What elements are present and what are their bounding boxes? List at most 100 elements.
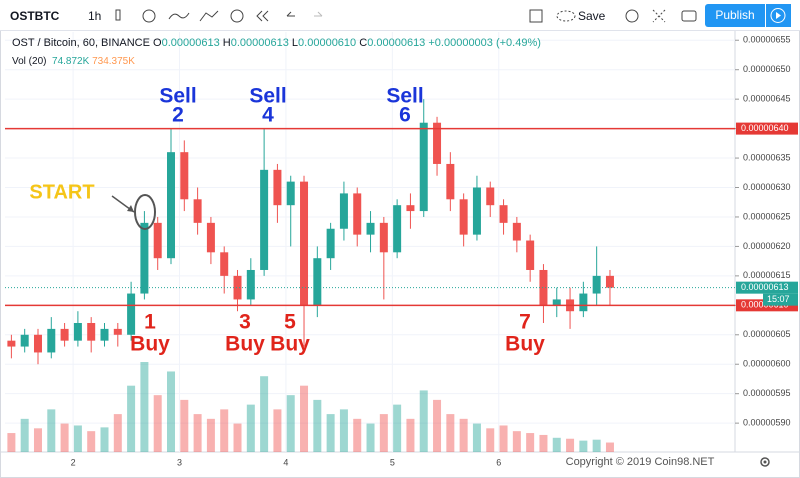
snapshot-icon[interactable] (681, 10, 697, 22)
templates-icon[interactable] (199, 10, 219, 22)
annotation-text: Buy (270, 333, 310, 356)
play-button[interactable] (766, 4, 791, 27)
candle-body (153, 222, 162, 259)
candle-body (419, 122, 428, 212)
candle-body (592, 275, 601, 294)
fullscreen-icon[interactable] (529, 9, 543, 23)
candle-body (260, 169, 269, 270)
volume-bar (459, 418, 468, 452)
volume-bar (167, 371, 176, 452)
save-button[interactable]: Save (578, 9, 606, 23)
volume-bar (100, 427, 109, 452)
volume-bar (566, 438, 575, 452)
symbol-button[interactable]: OSTBTC (10, 9, 60, 23)
candle-body (379, 222, 388, 253)
volume-legend: Vol (20) 74.872K 734.375K (12, 56, 135, 67)
candle-body (167, 152, 176, 259)
replay-icon[interactable] (256, 10, 269, 22)
candle-body (300, 181, 309, 306)
annotation-step: 5 (284, 311, 296, 334)
y-tick-label: 0.00000620 (743, 241, 791, 251)
legend-value: 0.00000613 (161, 37, 220, 49)
volume-bar (153, 395, 162, 452)
candle-body (486, 187, 495, 206)
volume-bar (433, 399, 442, 452)
candle-body (512, 222, 521, 241)
candle-body (113, 328, 122, 335)
volume-bar (246, 404, 255, 452)
undo-icon[interactable] (286, 11, 295, 17)
volume-bar (180, 399, 189, 452)
volume-bar (552, 437, 561, 452)
candle-body (526, 240, 535, 270)
candle-body (499, 205, 508, 223)
candle-body (472, 187, 481, 235)
symbol-title: OST / Bitcoin, 60, BINANCE (12, 37, 150, 49)
volume-bar (220, 409, 229, 452)
volume-bar (366, 423, 375, 452)
candle-body (579, 293, 588, 312)
countdown-box (763, 293, 798, 306)
volume-bar (193, 414, 202, 452)
candle-body (406, 205, 415, 212)
publish-button[interactable]: Publish (705, 4, 765, 27)
legend-value: 0.00000610 (298, 37, 357, 49)
candle-body (286, 181, 295, 206)
y-tick-label: 0.00000630 (743, 182, 791, 192)
volume-bar (33, 428, 42, 452)
legend-value: 0.00000613 (367, 37, 426, 49)
candle-body (47, 328, 56, 353)
y-tick-label: 0.00000635 (743, 152, 791, 162)
candle-body (446, 163, 455, 200)
volume-value: 734.375K (92, 56, 135, 67)
y-tick-label: 0.00000615 (743, 270, 791, 280)
candle-body (433, 122, 442, 164)
toolbar-right-icons (529, 9, 697, 23)
indicator-icon[interactable] (142, 9, 156, 23)
cloud-icon[interactable] (556, 10, 576, 22)
volume-bar (379, 414, 388, 452)
annotation-step: 7 (519, 311, 531, 334)
candle-body (313, 258, 322, 306)
level-label: 0.00000640 (741, 123, 789, 133)
legend-change: +0.00000003 (+0.49%) (428, 37, 541, 49)
legend-key: C (359, 37, 368, 49)
candle-body (7, 340, 16, 347)
chart-frame (0, 30, 800, 478)
candle-type-icon[interactable] (115, 9, 121, 21)
volume-bar (206, 418, 215, 452)
candle-body (127, 293, 136, 335)
candle-body (60, 328, 69, 341)
y-tick-label: 0.00000625 (743, 211, 791, 221)
annotation-step: 1 (144, 311, 156, 334)
candle-body (180, 152, 189, 200)
candle-body (100, 328, 109, 341)
volume-bar (406, 418, 415, 452)
volume-bar (526, 433, 535, 452)
volume-bar (592, 439, 601, 452)
expand-icon[interactable] (652, 9, 666, 23)
candle-body (140, 222, 149, 294)
annotation-step: 3 (239, 311, 251, 334)
candle-body (326, 228, 335, 259)
alert-icon[interactable] (230, 9, 244, 23)
volume-bar (539, 434, 548, 452)
candle-body (246, 269, 255, 300)
volume-bar (20, 418, 29, 452)
settings-icon[interactable] (760, 457, 770, 467)
volume-value: 74.872K (52, 56, 90, 67)
candle-body (193, 199, 202, 223)
candle-body (552, 299, 561, 306)
volume-bar (446, 414, 455, 452)
interval-button[interactable]: 1h (88, 9, 102, 23)
level-label-box (736, 122, 798, 135)
volume-bar (286, 395, 295, 452)
compare-icon[interactable] (168, 12, 190, 20)
redo-icon[interactable] (314, 11, 323, 17)
volume-bar (313, 399, 322, 452)
candle-body (20, 334, 29, 347)
volume-bar (419, 390, 428, 452)
volume-bar (7, 433, 16, 452)
settings-icon-top[interactable] (625, 9, 639, 23)
